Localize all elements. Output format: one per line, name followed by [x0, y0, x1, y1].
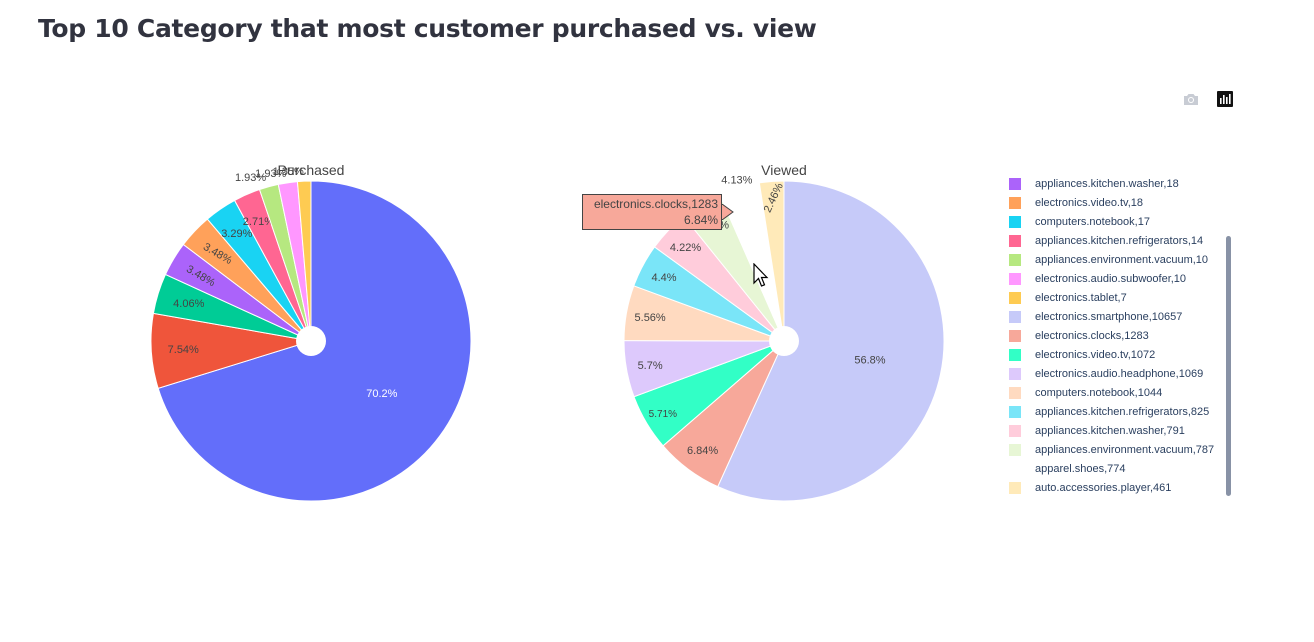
tooltip-value: 6.84% [683, 213, 718, 227]
legend-label: appliances.environment.vacuum,787 [1035, 443, 1215, 456]
legend-label: electronics.video.tv,1072 [1035, 348, 1156, 361]
viewed-slice-label: 4.4% [651, 272, 676, 284]
legend-item[interactable]: apparel.shoes,774 [1005, 459, 1214, 478]
legend-label: appliances.kitchen.washer,791 [1035, 424, 1185, 437]
purchased-slice-label: 1.93% [255, 168, 286, 180]
purchased-slice-label: 7.54% [168, 344, 199, 356]
purchased-slice-label: 70.2% [366, 388, 397, 400]
legend-swatch [1009, 348, 1021, 361]
legend-swatch [1009, 481, 1021, 494]
viewed-slice-label: 56.8% [854, 355, 885, 367]
viewed-slice-label: 5.7% [638, 360, 663, 372]
legend-item[interactable]: electronics.audio.headphone,1069 [1005, 364, 1214, 383]
legend-swatch [1009, 386, 1021, 399]
bar-chart-icon[interactable] [1214, 88, 1236, 110]
legend-label: appliances.kitchen.refrigerators,14 [1035, 234, 1204, 247]
viewed-slice-auto-accessories-player[interactable] [758, 180, 785, 342]
legend-item[interactable]: computers.notebook,17 [1005, 212, 1214, 231]
mouse-cursor-icon [753, 263, 769, 287]
legend-swatch [1009, 367, 1021, 380]
purchased-slice-label: 2.71% [243, 216, 274, 228]
viewed-slice-label: 4.22% [670, 242, 701, 254]
legend-item[interactable]: electronics.video.tv,1072 [1005, 345, 1214, 364]
purchased-pie-title: Purchased [278, 162, 345, 178]
viewed-pie[interactable]: 56.8%6.84%5.71%5.7%5.56%4.4%4.22%4.19%4.… [623, 175, 945, 502]
legend-label: electronics.audio.headphone,1069 [1035, 367, 1204, 380]
legend-item[interactable]: appliances.environment.vacuum,10 [1005, 250, 1214, 269]
legend-item[interactable]: appliances.kitchen.refrigerators,825 [1005, 402, 1214, 421]
legend-item[interactable]: computers.notebook,1044 [1005, 383, 1214, 402]
legend-item[interactable]: appliances.kitchen.refrigerators,14 [1005, 231, 1214, 250]
legend-swatch [1009, 291, 1021, 304]
viewed-slice-label: 6.84% [687, 445, 718, 457]
hover-tooltip: electronics.clocks,1283 6.84% [582, 194, 722, 230]
legend-swatch [1009, 234, 1021, 247]
legend-scrollbar[interactable] [1226, 236, 1231, 496]
legend-item[interactable]: electronics.tablet,7 [1005, 288, 1214, 307]
legend-item[interactable]: electronics.clocks,1283 [1005, 326, 1214, 345]
purchased-slice-label: 4.06% [173, 298, 204, 310]
legend-item[interactable]: appliances.kitchen.washer,791 [1005, 421, 1214, 440]
viewed-slice-label: 5.56% [635, 312, 666, 324]
tooltip-pointer-icon [722, 204, 734, 220]
legend-item[interactable]: electronics.smartphone,10657 [1005, 307, 1214, 326]
legend-label: electronics.tablet,7 [1035, 291, 1127, 304]
chart-legend: appliances.kitchen.washer,18 electronics.… [1005, 176, 1235, 498]
purchased-slice-label: 3.29% [221, 228, 252, 240]
legend-label: electronics.smartphone,10657 [1035, 310, 1183, 323]
viewed-slice-electronics-smartphone[interactable] [717, 180, 945, 502]
legend-swatch [1009, 405, 1021, 418]
chart-modebar [1180, 88, 1236, 110]
legend-label: computers.notebook,1044 [1035, 386, 1163, 399]
purchased-slice-label: 1.93% [235, 172, 266, 184]
legend-label: electronics.clocks,1283 [1035, 329, 1149, 342]
legend-label: auto.accessories.player,461 [1035, 481, 1172, 494]
pie-charts: Purchased Viewed 70.2%7.54%4.06%3.48%3.4… [150, 162, 945, 502]
legend-swatch [1009, 215, 1021, 228]
legend-label: apparel.shoes,774 [1035, 462, 1126, 475]
page-title: Top 10 Category that most customer purch… [38, 14, 817, 43]
legend-swatch [1009, 253, 1021, 266]
legend-swatch [1009, 443, 1021, 456]
purchased-pie[interactable]: 70.2%7.54%4.06%3.48%3.48%3.29%2.71%1.93%… [150, 166, 472, 502]
legend-swatch [1009, 424, 1021, 437]
legend-swatch [1009, 310, 1021, 323]
legend-item[interactable]: electronics.audio.subwoofer,10 [1005, 269, 1214, 288]
purchased-slice-electronics-tablet[interactable] [296, 180, 312, 342]
legend-item[interactable]: appliances.kitchen.washer,18 [1005, 176, 1214, 193]
tooltip-label: electronics.clocks,1283 [593, 197, 718, 211]
legend-item[interactable]: appliances.environment.vacuum,787 [1005, 440, 1214, 459]
legend-label: appliances.environment.vacuum,10 [1035, 253, 1209, 266]
legend-swatch [1009, 196, 1021, 209]
viewed-slice-label: 4.13% [721, 175, 752, 187]
legend-label: electronics.audio.subwoofer,10 [1035, 272, 1187, 285]
legend-label: appliances.kitchen.washer,18 [1035, 177, 1179, 190]
legend-item[interactable]: auto.accessories.player,461 [1005, 478, 1214, 497]
purchased-slice-label: 1.35% [273, 166, 304, 178]
legend-label: electronics.video.tv,18 [1035, 196, 1144, 209]
viewed-slice-label: 5.71% [649, 409, 677, 420]
viewed-pie-title: Viewed [761, 162, 807, 178]
camera-icon[interactable] [1180, 88, 1202, 110]
legend-label: computers.notebook,17 [1035, 215, 1150, 228]
legend-label: appliances.kitchen.refrigerators,825 [1035, 405, 1210, 418]
viewed-center-hole [769, 326, 799, 356]
legend-swatch [1009, 329, 1021, 342]
legend-swatch [1009, 177, 1021, 190]
purchased-center-hole [296, 326, 326, 356]
legend-swatch [1009, 462, 1021, 475]
legend-item[interactable]: electronics.video.tv,18 [1005, 193, 1214, 212]
legend-swatch [1009, 272, 1021, 285]
